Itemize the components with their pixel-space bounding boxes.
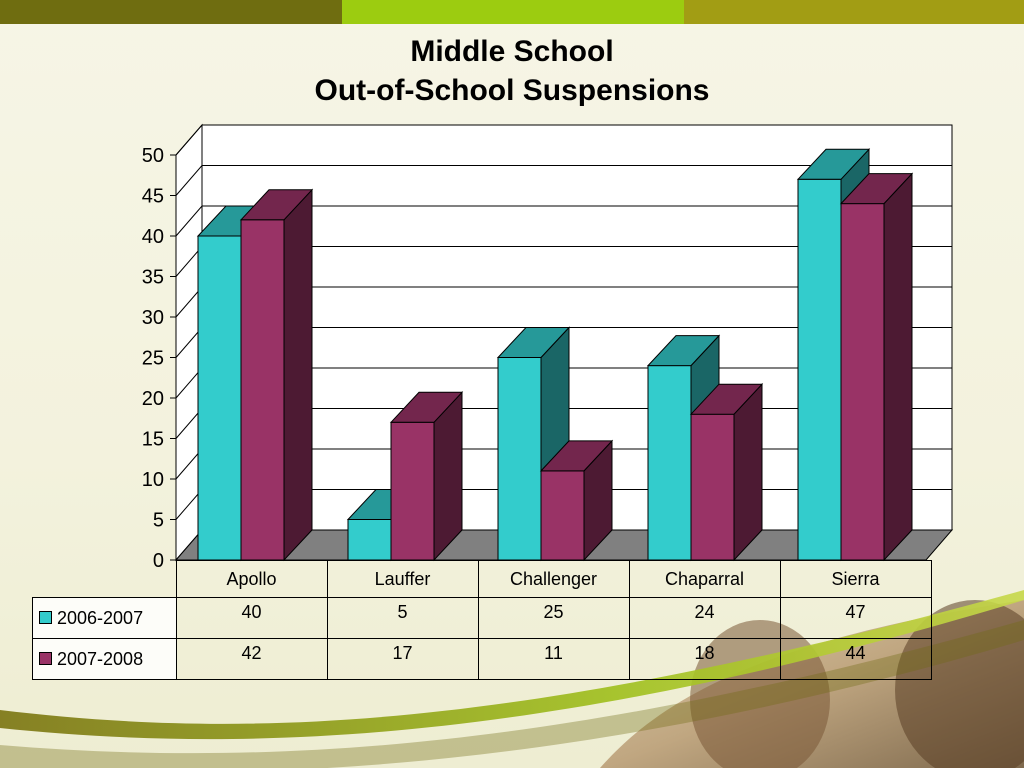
y-tick-label: 25 (142, 348, 164, 370)
category-row: Apollo Lauffer Challenger Chaparral Sierra (32, 560, 932, 598)
chart-subtitle: Out-of-School Suspensions (314, 74, 710, 107)
header-bar-segment (0, 0, 342, 24)
data-label: 11 (477, 638, 630, 680)
y-tick-label: 35 (142, 267, 164, 289)
bar-top (539, 440, 614, 472)
bar-front (390, 421, 435, 561)
gridline (175, 165, 952, 196)
bar-top (389, 391, 464, 423)
bar-top (689, 383, 764, 415)
bar-top (839, 173, 914, 205)
category-label: Lauffer (326, 560, 479, 598)
bar-top (646, 335, 721, 367)
category-label: Chaparral (628, 560, 781, 598)
series-row: 2007-2008 42 17 11 18 44 (32, 638, 932, 680)
bar-side (283, 188, 313, 562)
data-label: 25 (477, 597, 630, 639)
header-bar-segment (684, 0, 1024, 24)
bar-front (647, 365, 692, 561)
y-tick-label: 45 (142, 186, 164, 208)
bar-front (540, 470, 585, 561)
bar-top (496, 327, 571, 358)
data-label: 17 (326, 638, 479, 680)
legend-label: 2006-2007 (57, 607, 144, 628)
category-label: Sierra (779, 560, 932, 598)
category-label: Apollo (175, 560, 328, 598)
bar-front (197, 235, 242, 561)
header-color-bar (0, 0, 1024, 24)
data-label: 24 (628, 597, 781, 639)
data-label: 18 (628, 638, 781, 680)
y-tick-label: 30 (142, 307, 164, 329)
header-bar-segment (342, 0, 684, 24)
legend-swatch (39, 611, 52, 625)
data-label: 40 (175, 597, 328, 639)
bar-front (347, 519, 392, 561)
y-tick-label: 40 (142, 226, 164, 248)
table-corner (32, 560, 177, 598)
y-tick-label: 15 (142, 429, 164, 451)
series-row: 2006-2007 40 5 25 24 47 (32, 597, 932, 639)
gridline (175, 205, 952, 237)
chart-title-block: Middle School Out-of-School Suspensions (0, 32, 1024, 110)
bar-front (840, 203, 885, 561)
bar-side (883, 172, 913, 562)
chart-data-table: Apollo Lauffer Challenger Chaparral Sierra 2… (32, 560, 932, 680)
chart-title: Middle School (410, 35, 614, 68)
bar-top (796, 148, 871, 180)
bar-side (733, 382, 763, 562)
gridline (175, 124, 952, 156)
y-tick-label: 10 (142, 469, 164, 491)
category-label: Challenger (477, 560, 630, 598)
legend-entry: 2006-2007 (32, 597, 177, 639)
data-label: 47 (779, 597, 932, 639)
y-tick-label: 50 (142, 145, 164, 167)
y-tick-label: 20 (142, 388, 164, 410)
bar-top (239, 189, 314, 221)
legend-swatch (39, 652, 52, 666)
data-label: 42 (175, 638, 328, 680)
legend-entry: 2007-2008 (32, 638, 177, 680)
data-label: 5 (326, 597, 479, 639)
bar-front (690, 413, 735, 561)
bar-front (240, 219, 285, 561)
data-label: 44 (779, 638, 932, 680)
y-tick-label: 5 (153, 510, 164, 532)
bar-front (497, 357, 542, 561)
bar-front (797, 178, 842, 561)
legend-label: 2007-2008 (57, 648, 144, 669)
